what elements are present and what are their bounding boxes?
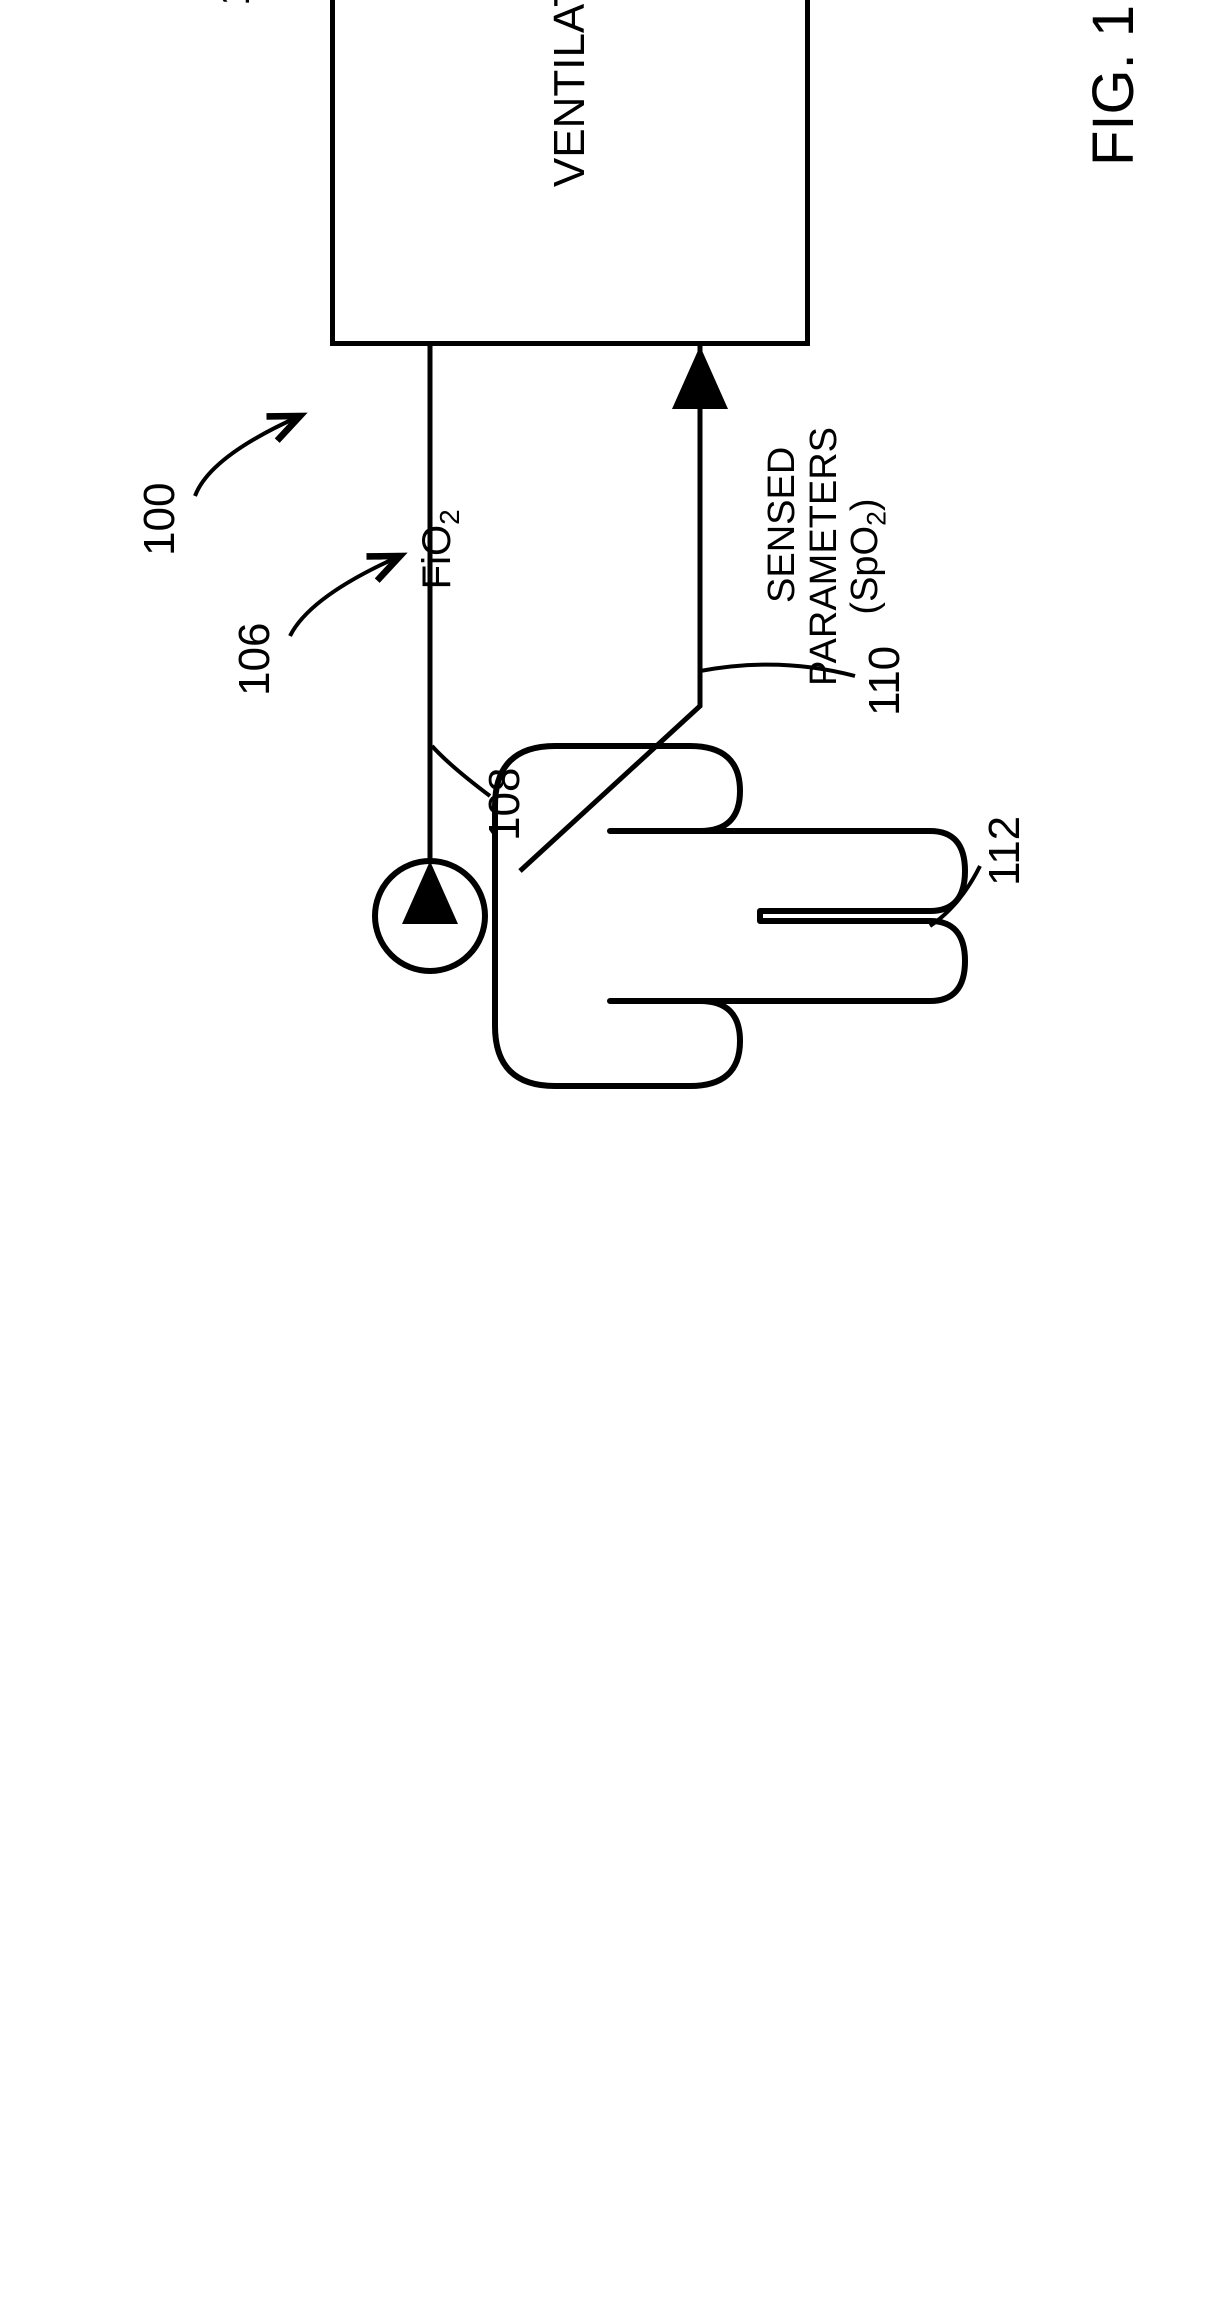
- ventilator-label: VENTILATOR: [545, 0, 595, 187]
- ref-108: 108: [480, 768, 530, 841]
- ref-106: 106: [230, 623, 280, 696]
- sensed-params-arrow: [520, 346, 700, 871]
- patient-icon: [375, 746, 965, 1086]
- leader-112: [930, 866, 980, 926]
- ref-100: 100: [135, 483, 185, 556]
- fio2-label: FiO2: [370, 509, 511, 656]
- ref-102: 102: [210, 0, 260, 6]
- ref-110: 110: [860, 646, 910, 716]
- figure-caption: FIG. 1: [1080, 5, 1147, 166]
- ventilator-box: VENTILATOR: [330, 0, 810, 346]
- leader-100: [195, 416, 300, 496]
- ref-112: 112: [980, 816, 1030, 886]
